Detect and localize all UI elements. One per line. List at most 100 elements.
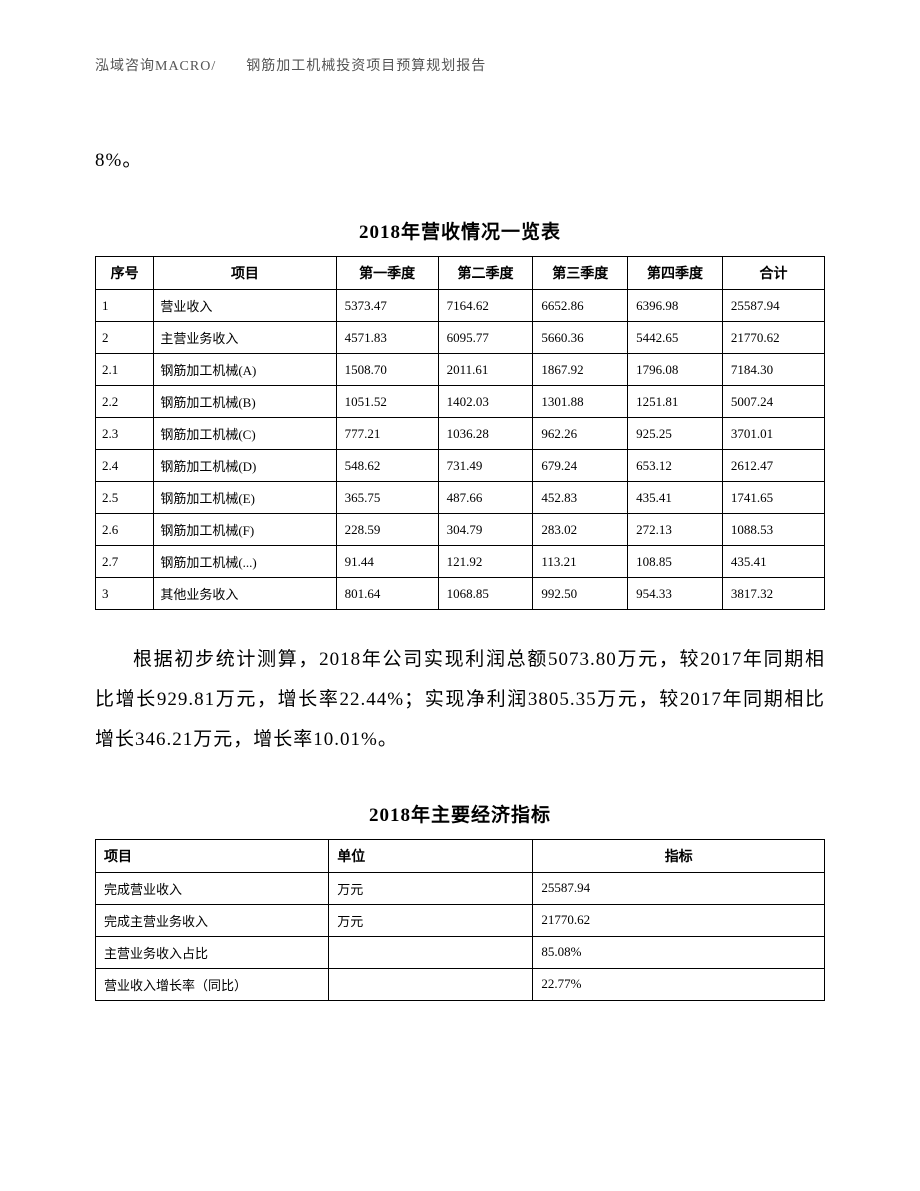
table-cell: 304.79 [438,514,533,546]
table-cell: 108.85 [628,546,723,578]
table-cell: 2.6 [96,514,154,546]
table-cell: 1251.81 [628,386,723,418]
col-seq: 序号 [96,257,154,290]
col-item: 项目 [154,257,336,290]
table-row: 2.3钢筋加工机械(C)777.211036.28962.26925.25370… [96,418,825,450]
table-cell: 2.3 [96,418,154,450]
table-cell: 21770.62 [722,322,824,354]
table-cell: 283.02 [533,514,628,546]
table-cell: 85.08% [533,936,825,968]
table1-title: 2018年营收情况一览表 [95,217,825,244]
table2-body: 完成营业收入万元25587.94完成主营业务收入万元21770.62主营业务收入… [96,872,825,1000]
table-cell: 962.26 [533,418,628,450]
table-cell: 营业收入 [154,290,336,322]
table-cell: 营业收入增长率（同比） [96,968,329,1000]
leading-snippet: 8%。 [95,145,825,172]
table-cell: 1051.52 [336,386,438,418]
table-cell: 2 [96,322,154,354]
table-cell: 钢筋加工机械(F) [154,514,336,546]
table-cell: 钢筋加工机械(...) [154,546,336,578]
table-cell: 1036.28 [438,418,533,450]
col-q2: 第二季度 [438,257,533,290]
indicators-table: 项目 单位 指标 完成营业收入万元25587.94完成主营业务收入万元21770… [95,839,825,1001]
table-cell: 5442.65 [628,322,723,354]
table-cell: 113.21 [533,546,628,578]
table-row: 完成营业收入万元25587.94 [96,872,825,904]
table-row: 营业收入增长率（同比）22.77% [96,968,825,1000]
table-cell: 1068.85 [438,578,533,610]
table-cell: 1 [96,290,154,322]
table-cell: 1867.92 [533,354,628,386]
table-row: 主营业务收入占比85.08% [96,936,825,968]
table-header-row: 序号 项目 第一季度 第二季度 第三季度 第四季度 合计 [96,257,825,290]
table-cell: 679.24 [533,450,628,482]
table-cell: 3 [96,578,154,610]
table2-title: 2018年主要经济指标 [95,800,825,827]
table-cell: 548.62 [336,450,438,482]
page-header: 泓域咨询MACRO/ 钢筋加工机械投资项目预算规划报告 [95,55,825,75]
col-unit: 单位 [329,839,533,872]
col-indicator: 指标 [533,839,825,872]
analysis-paragraph: 根据初步统计测算，2018年公司实现利润总额5073.80万元，较2017年同期… [95,640,825,760]
col-q4: 第四季度 [628,257,723,290]
col-total: 合计 [722,257,824,290]
table-cell: 6095.77 [438,322,533,354]
table-header-row: 项目 单位 指标 [96,839,825,872]
table-cell: 万元 [329,872,533,904]
table-cell: 365.75 [336,482,438,514]
table-cell: 925.25 [628,418,723,450]
table-cell: 钢筋加工机械(B) [154,386,336,418]
col-q3: 第三季度 [533,257,628,290]
table-cell: 1301.88 [533,386,628,418]
table-cell: 5373.47 [336,290,438,322]
table-cell: 777.21 [336,418,438,450]
table-cell: 21770.62 [533,904,825,936]
table-cell: 954.33 [628,578,723,610]
col-q1: 第一季度 [336,257,438,290]
table-cell: 1088.53 [722,514,824,546]
table-cell: 653.12 [628,450,723,482]
table-cell: 2011.61 [438,354,533,386]
table-row: 1营业收入5373.477164.626652.866396.9825587.9… [96,290,825,322]
table-cell: 452.83 [533,482,628,514]
table-cell: 1402.03 [438,386,533,418]
table-cell: 435.41 [722,546,824,578]
table-row: 2.7钢筋加工机械(...)91.44121.92113.21108.85435… [96,546,825,578]
table-cell: 7164.62 [438,290,533,322]
table-cell: 121.92 [438,546,533,578]
table-cell: 2.5 [96,482,154,514]
table-cell: 3701.01 [722,418,824,450]
document-page: 泓域咨询MACRO/ 钢筋加工机械投资项目预算规划报告 8%。 2018年营收情… [0,0,920,1091]
table-cell: 487.66 [438,482,533,514]
col-item: 项目 [96,839,329,872]
table-cell: 1508.70 [336,354,438,386]
table-cell: 主营业务收入 [154,322,336,354]
table-cell: 6652.86 [533,290,628,322]
table-cell: 1741.65 [722,482,824,514]
table-cell: 7184.30 [722,354,824,386]
table-cell [329,936,533,968]
table-cell: 钢筋加工机械(E) [154,482,336,514]
table-cell: 2612.47 [722,450,824,482]
table-cell [329,968,533,1000]
table-cell: 钢筋加工机械(D) [154,450,336,482]
table-cell: 3817.32 [722,578,824,610]
table-cell: 435.41 [628,482,723,514]
table-cell: 731.49 [438,450,533,482]
table-cell: 2.4 [96,450,154,482]
table-cell: 4571.83 [336,322,438,354]
table-cell: 801.64 [336,578,438,610]
table-cell: 272.13 [628,514,723,546]
table-row: 2.6钢筋加工机械(F)228.59304.79283.02272.131088… [96,514,825,546]
table-row: 完成主营业务收入万元21770.62 [96,904,825,936]
table-cell: 25587.94 [533,872,825,904]
table-cell: 2.1 [96,354,154,386]
table-cell: 25587.94 [722,290,824,322]
table-cell: 1796.08 [628,354,723,386]
table-row: 2主营业务收入4571.836095.775660.365442.6521770… [96,322,825,354]
table-cell: 钢筋加工机械(C) [154,418,336,450]
table-row: 2.1钢筋加工机械(A)1508.702011.611867.921796.08… [96,354,825,386]
table-row: 2.5钢筋加工机械(E)365.75487.66452.83435.411741… [96,482,825,514]
table-row: 3其他业务收入801.641068.85992.50954.333817.32 [96,578,825,610]
table-cell: 5007.24 [722,386,824,418]
